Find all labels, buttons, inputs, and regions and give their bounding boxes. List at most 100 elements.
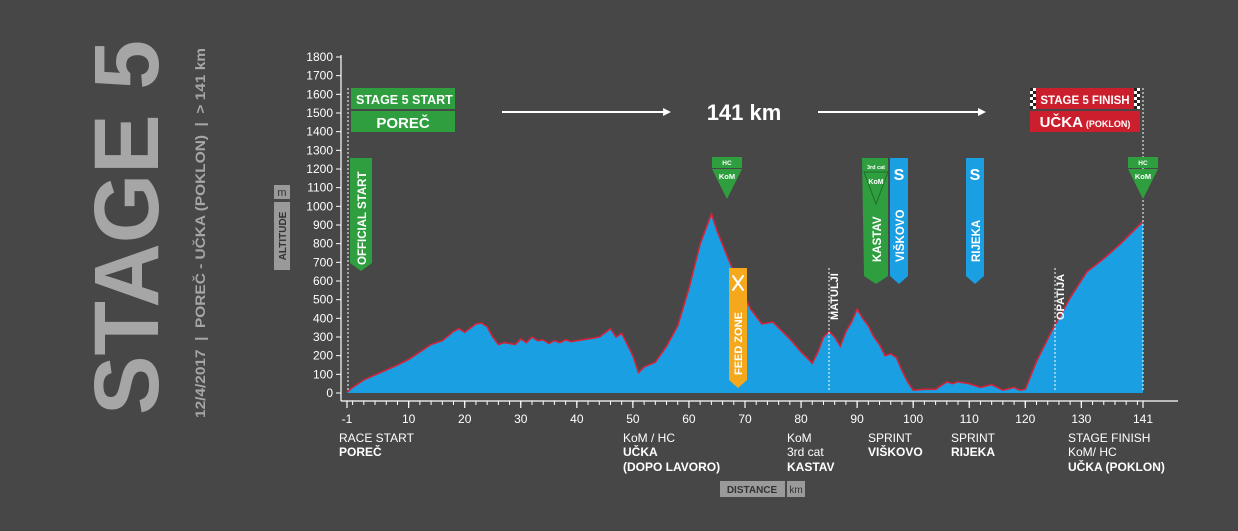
- sprint-rijeka-line1: SPRINT: [951, 431, 996, 445]
- kom-3rd-kastav-marker: 3rd cat KoM KASTAV: [862, 158, 889, 284]
- kom-label-1: KoM: [719, 172, 735, 181]
- y-tick-label: 1100: [307, 181, 333, 195]
- x-axis-ticks: -1 10 20 30 40 50 60 70 80 90 100 110 120 130 141: [342, 401, 1153, 426]
- kom-triangle-icon: [712, 169, 742, 199]
- bottom-label-stage-finish: STAGE FINISH KoM/ HC UČKA (POKLON): [1068, 431, 1165, 474]
- fork-knife-icon: [732, 275, 744, 291]
- x-tick-label: 90: [850, 412, 864, 426]
- feed-zone-label: FEED ZONE: [733, 312, 745, 375]
- y-axis-title: ALTITUDE: [278, 211, 289, 260]
- official-start-flag: OFFICIAL START: [350, 158, 372, 271]
- y-tick-label: 700: [313, 255, 333, 269]
- x-tick-label: 10: [402, 412, 416, 426]
- x-tick-label: 30: [514, 412, 528, 426]
- total-distance: 141 km: [707, 100, 782, 125]
- finish-label-a: STAGE 5: [1040, 95, 1092, 107]
- kom-ucka-line2: UČKA: [623, 444, 658, 459]
- stage-title: STAGE 5: [76, 40, 178, 415]
- y-tick-label: 1300: [306, 143, 333, 157]
- stage-finish-line3: UČKA (POKLON): [1068, 459, 1165, 474]
- kastav-label: KASTAV: [872, 216, 884, 262]
- y-unit-box: [274, 185, 290, 199]
- stage-finish-line2: KoM/ HC: [1068, 445, 1117, 459]
- start-label-b: START: [412, 93, 453, 107]
- y-tick-label: 400: [313, 311, 333, 325]
- y-tick-label: 100: [313, 367, 333, 381]
- bottom-label-kom-kastav: KoM 3rd cat KASTAV: [787, 431, 835, 474]
- official-start-label: OFFICIAL START: [357, 172, 369, 265]
- svg-text:STAGE 5 FINISH: STAGE 5 FINISH: [1040, 95, 1129, 107]
- opatija-label: OPATIJA: [1055, 274, 1067, 320]
- x-unit-box: [787, 481, 805, 497]
- sprint-letter-1: S: [894, 167, 905, 184]
- y-tick-label: 900: [313, 218, 333, 232]
- checkered-flag-icon: [1030, 88, 1140, 109]
- y-tick-label: 800: [313, 237, 333, 251]
- x-tick-label: 80: [794, 412, 808, 426]
- side-subtitle-group: 12/4/2017 | POREČ - UČKA (POKLON) | > 14…: [193, 48, 208, 418]
- finish-label-b: FINISH: [1092, 95, 1130, 107]
- kom-ucka-line3: (DOPO LAVORO): [623, 460, 720, 474]
- race-start-line1: RACE START: [339, 431, 415, 445]
- distance-arrow: 141 km: [502, 100, 986, 125]
- y-tick-label: 500: [313, 293, 333, 307]
- x-tick-label: 141: [1133, 412, 1153, 426]
- viskovo-label: VIŠKOVO: [894, 210, 907, 262]
- kom-kastav-line2: 3rd cat: [787, 445, 824, 459]
- x-tick-label: 50: [626, 412, 640, 426]
- x-tick-label: 130: [1071, 412, 1091, 426]
- sprint-rijeka-marker: S RIJEKA: [966, 158, 984, 284]
- x-tick-label: -1: [342, 412, 353, 426]
- kom3-tag: 3rd cat: [867, 165, 885, 171]
- y-axis-ticks: 0 100 200 300 400 500 600 700 800 900 1000 1100 1200…: [306, 50, 341, 400]
- side-title: STAGE 5: [76, 40, 178, 415]
- bottom-label-race-start: RACE START POREČ: [339, 431, 415, 459]
- bottom-label-kom-ucka: KoM / HC UČKA (DOPO LAVORO): [623, 431, 720, 474]
- x-unit: km: [789, 485, 802, 496]
- start-box: STAGE 5 START POREČ: [351, 88, 455, 132]
- race-start-line2: POREČ: [339, 444, 382, 459]
- side-subtitle: 12/4/2017 | POREČ - UČKA (POKLON) | > 14…: [193, 48, 208, 418]
- svg-text:UČKA(POKLON): UČKA (POKLON): [1040, 113, 1131, 131]
- x-tick-label: 40: [570, 412, 584, 426]
- start-label-a: STAGE 5: [356, 93, 412, 107]
- y-unit: m: [277, 187, 286, 199]
- sprint-viskovo-line2: VIŠKOVO: [868, 444, 923, 459]
- matulji-label: MATULJI: [829, 273, 841, 320]
- y-tick-label: 1400: [306, 125, 333, 139]
- x-tick-label: 20: [458, 412, 472, 426]
- kom-hc-tag-1: HC: [722, 160, 732, 167]
- kom-ucka-line1: KoM / HC: [623, 431, 675, 445]
- y-tick-label: 0: [326, 386, 333, 400]
- y-tick-label: 1600: [306, 87, 333, 101]
- y-tick-label: 1500: [306, 106, 333, 120]
- sprint-letter-2: S: [970, 167, 981, 184]
- svg-text:STAGE 5 START: STAGE 5 START: [356, 93, 453, 107]
- kom-hc-marker-2: HC KoM: [1128, 157, 1158, 199]
- y-tick-label: 600: [313, 274, 333, 288]
- y-title-box: [274, 202, 290, 270]
- kom-triangle-icon: [863, 171, 889, 206]
- start-city: POREČ: [376, 114, 430, 132]
- y-tick-label: 200: [313, 349, 333, 363]
- finish-city-suffix: (POKLON): [1086, 119, 1131, 129]
- x-tick-label: 110: [960, 412, 979, 426]
- x-tick-label: 70: [738, 412, 752, 426]
- bottom-label-sprint-rijeka: SPRINT RIJEKA: [951, 431, 996, 459]
- x-tick-label: 120: [1015, 412, 1035, 426]
- kom-label-3: KoM: [868, 179, 883, 186]
- finish-city: UČKA: [1040, 113, 1083, 131]
- y-tick-label: 300: [313, 330, 333, 344]
- x-tick-label: 60: [682, 412, 696, 426]
- kom-hc-tag-2: HC: [1138, 160, 1148, 167]
- stage-finish-line1: STAGE FINISH: [1068, 431, 1150, 445]
- bottom-label-sprint-viskovo: SPRINT VIŠKOVO: [868, 431, 923, 459]
- rijeka-label: RIJEKA: [971, 220, 983, 262]
- kom-kastav-line3: KASTAV: [787, 460, 835, 474]
- x-tick-label: 100: [903, 412, 923, 426]
- sprint-viskovo-marker: S VIŠKOVO: [890, 158, 908, 284]
- sprint-rijeka-line2: RIJEKA: [951, 445, 995, 459]
- x-axis-title: DISTANCE: [727, 485, 778, 496]
- y-tick-label: 1800: [306, 50, 333, 64]
